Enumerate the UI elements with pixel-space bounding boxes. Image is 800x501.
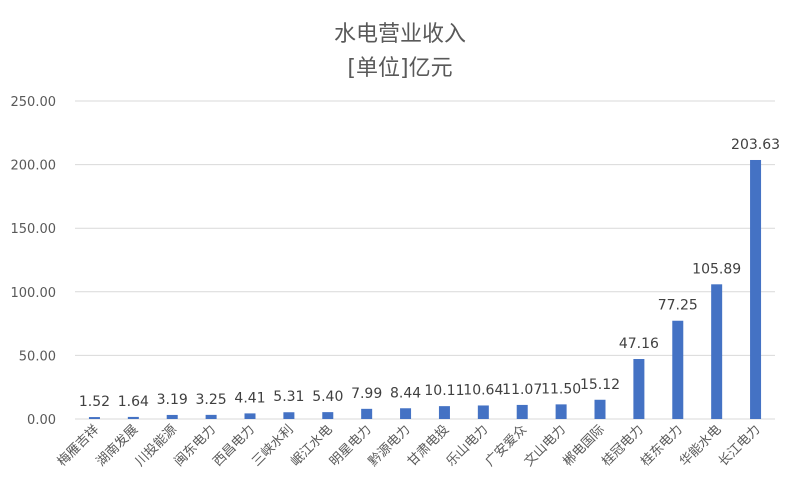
data-label: 3.19 [157,392,188,408]
data-label: 47.16 [619,336,659,352]
x-tick-label: 川投能源 [132,422,180,470]
x-tick-label: 西昌电力 [210,422,257,469]
data-label: 203.63 [731,137,780,153]
y-tick-label: 0.00 [27,413,56,428]
x-tick-label: 桂冠电力 [599,422,646,469]
bar [750,159,762,419]
x-tick-label: 黔源电力 [366,422,413,469]
x-tick-label: 三峡水利 [249,422,296,469]
x-tick-label: 华能水电 [677,422,724,469]
x-tick-label: 闽东电力 [172,422,219,469]
y-tick-label: 50.00 [19,349,56,364]
y-tick-label: 200.00 [11,159,57,174]
bar [205,414,217,419]
bar [711,284,723,419]
bar [555,404,567,419]
data-label: 8.44 [390,385,421,401]
x-tick-label: 郴电国际 [560,422,607,469]
x-tick-label: 梅雁吉祥 [55,422,102,469]
bar [594,399,606,419]
data-label: 1.52 [79,394,110,410]
bar [88,417,100,419]
bar [477,405,489,419]
bar [127,416,139,419]
x-tick-label: 乐山电力 [444,422,491,469]
data-label: 7.99 [351,386,382,402]
y-tick-label: 100.00 [11,286,57,301]
x-tick-label: 岷江水电 [288,422,335,469]
chart-title: 水电营业收入 [333,22,466,47]
watermark-text: 亭能汇 [746,478,788,494]
data-label: 10.11 [424,383,464,399]
x-tick-label: 湖南发展 [93,422,141,470]
bar [244,413,256,419]
bar [361,408,373,419]
data-label: 11.07 [502,382,542,398]
x-tick-label: 甘肃电投 [404,422,452,470]
data-label: 5.31 [273,389,304,405]
x-tick-label: 文山电力 [522,422,569,469]
data-label: 4.41 [234,390,265,406]
bar [322,412,334,419]
data-label: 1.64 [118,394,149,410]
bar [438,406,450,419]
bar [400,408,412,419]
x-tick-label: 桂东电力 [638,422,685,469]
bar [166,414,178,419]
bar [283,412,295,419]
data-label: 105.89 [692,261,741,277]
data-label: 11.50 [541,381,581,397]
bar [672,320,684,419]
x-tick-label: 广安爱众 [483,422,530,469]
bar [633,359,645,419]
data-label: 15.12 [580,377,620,393]
x-tick-label: 长江电力 [716,422,763,469]
data-label: 5.40 [312,389,343,405]
data-label: 10.64 [463,382,503,398]
y-tick-label: 150.00 [11,222,57,237]
data-label: 77.25 [658,298,698,314]
x-tick-label: 明星电力 [327,422,374,469]
bar [516,404,528,419]
data-label: 3.25 [196,392,227,408]
y-tick-label: 250.00 [11,95,57,110]
chart-subtitle: [单位]亿元 [347,56,453,81]
